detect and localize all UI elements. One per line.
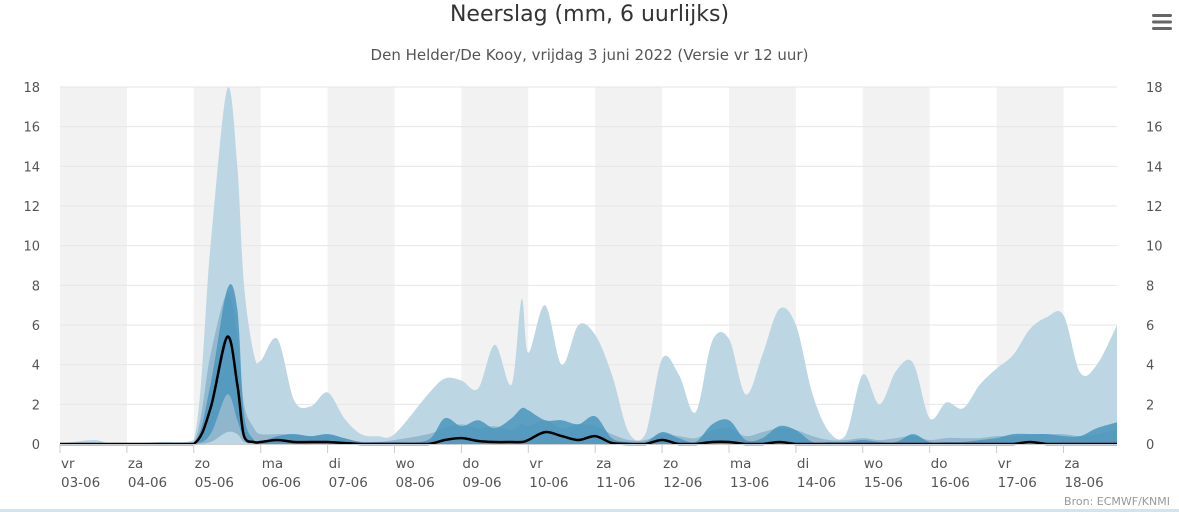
ensemble-bands xyxy=(60,87,1117,444)
x-tick-date: 07-06 xyxy=(329,475,368,491)
y-tick-label-left: 2 xyxy=(32,398,40,413)
x-tick-day: ma xyxy=(262,456,283,472)
x-tick-date: 17-06 xyxy=(998,475,1037,491)
x-tick-day: zo xyxy=(195,456,210,472)
y-tick-label-right: 14 xyxy=(1146,160,1163,175)
y-tick-label-left: 10 xyxy=(23,240,40,255)
y-tick-label-right: 10 xyxy=(1146,240,1163,255)
y-tick-label-left: 6 xyxy=(32,319,40,334)
x-tick-day: do xyxy=(462,456,479,472)
x-tick-date: 13-06 xyxy=(730,475,769,491)
x-tick-date: 15-06 xyxy=(864,475,903,491)
y-tick-label-right: 6 xyxy=(1146,319,1154,334)
x-tick-date: 04-06 xyxy=(128,475,167,491)
axes: 0 0 2 2 4 4 6 6 8 8 10 10 12 12 14 14 16 16 18 18 vr 03-06 za 0… xyxy=(23,81,1162,491)
x-tick-day: za xyxy=(596,456,611,472)
x-tick-date: 08-06 xyxy=(395,475,434,491)
chart-subtitle: Den Helder/De Kooy, vrijdag 3 juni 2022 … xyxy=(370,46,809,64)
y-tick-label-left: 16 xyxy=(23,121,40,136)
x-tick-day: di xyxy=(797,456,809,472)
source-credit: Bron: ECMWF/KNMI xyxy=(1064,495,1170,508)
x-tick-date: 18-06 xyxy=(1064,475,1103,491)
day-stripe xyxy=(327,87,395,444)
x-tick-day: vr xyxy=(998,456,1012,472)
x-tick-date: 10-06 xyxy=(529,475,568,491)
y-tick-label-right: 2 xyxy=(1146,398,1154,413)
x-tick-date: 06-06 xyxy=(262,475,301,491)
x-tick-date: 12-06 xyxy=(663,475,702,491)
x-tick-day: wo xyxy=(864,456,883,472)
y-tick-label-right: 12 xyxy=(1146,200,1163,215)
x-tick-day: vr xyxy=(61,456,75,472)
y-tick-label-right: 8 xyxy=(1146,279,1154,294)
x-tick-date: 05-06 xyxy=(195,475,234,491)
x-tick-day: za xyxy=(128,456,143,472)
y-tick-label-right: 16 xyxy=(1146,121,1163,136)
x-tick-day: vr xyxy=(529,456,543,472)
y-tick-label-left: 14 xyxy=(23,160,40,175)
y-tick-label-left: 4 xyxy=(32,359,40,374)
day-stripe xyxy=(60,87,127,444)
x-tick-day: do xyxy=(931,456,948,472)
y-tick-label-right: 0 xyxy=(1146,438,1154,453)
x-tick-day: di xyxy=(329,456,341,472)
y-tick-label-left: 18 xyxy=(23,81,40,96)
x-tick-date: 16-06 xyxy=(931,475,970,491)
x-tick-day: za xyxy=(1064,456,1079,472)
y-tick-label-left: 0 xyxy=(32,438,40,453)
chart-title: Neerslag (mm, 6 uurlijks) xyxy=(449,2,730,27)
y-tick-label-right: 4 xyxy=(1146,359,1154,374)
x-tick-day: zo xyxy=(663,456,678,472)
x-tick-date: 09-06 xyxy=(462,475,501,491)
y-tick-label-left: 8 xyxy=(32,279,40,294)
hamburger-menu-icon[interactable] xyxy=(1150,12,1174,32)
bottom-rule xyxy=(0,509,1179,512)
band-p90 xyxy=(60,87,1117,444)
y-tick-label-right: 18 xyxy=(1146,81,1163,96)
x-tick-day: wo xyxy=(395,456,414,472)
x-tick-date: 03-06 xyxy=(61,475,100,491)
x-tick-date: 11-06 xyxy=(596,475,635,491)
x-tick-date: 14-06 xyxy=(797,475,836,491)
x-tick-day: ma xyxy=(730,456,751,472)
y-tick-label-left: 12 xyxy=(23,200,40,215)
